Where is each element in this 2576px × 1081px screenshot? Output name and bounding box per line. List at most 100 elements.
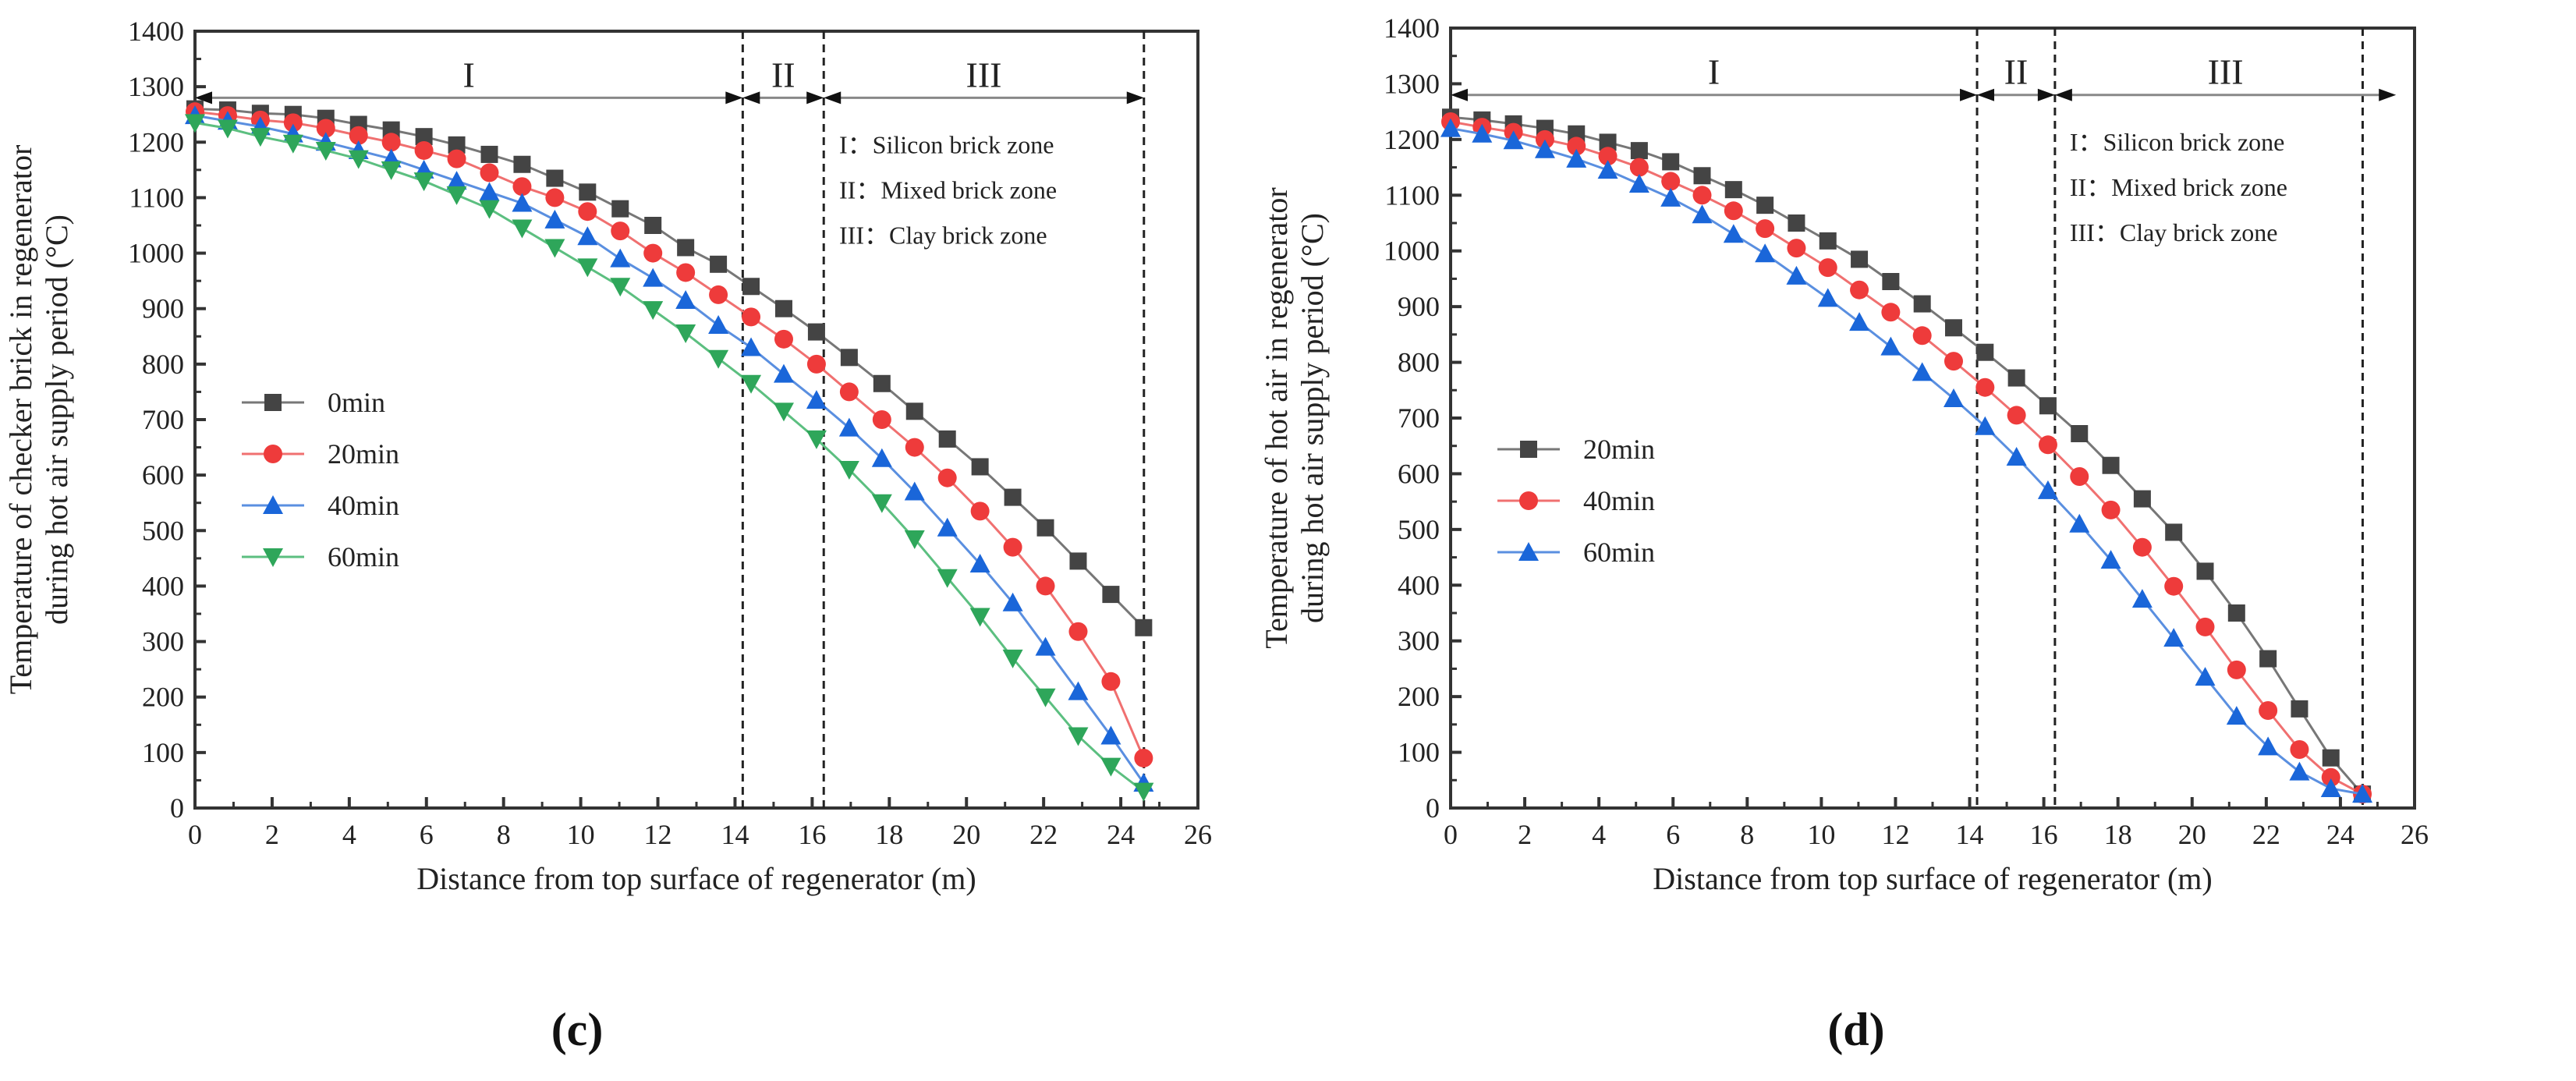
triangle-up-marker	[1755, 243, 1776, 263]
triangle-down-marker	[871, 494, 892, 513]
triangle-up-marker	[1068, 681, 1089, 700]
circle-marker	[1519, 491, 1538, 510]
triangle-up-marker	[1518, 542, 1539, 561]
circle-marker	[2070, 467, 2089, 486]
circle-marker	[1818, 258, 1837, 278]
triangle-up-marker	[1723, 224, 1744, 243]
square-marker	[2165, 523, 2183, 541]
series-60min	[185, 114, 1154, 802]
circle-marker	[1598, 147, 1618, 166]
circle-marker	[2321, 767, 2340, 787]
y-axis-title-line: Temperature of checker brick in regenera…	[3, 145, 38, 695]
square-marker	[840, 349, 858, 367]
square-marker	[2196, 562, 2214, 580]
legend-item: 60min	[242, 541, 399, 572]
triangle-down-marker	[315, 141, 336, 161]
circle-marker	[512, 177, 532, 197]
triangle-up-marker	[610, 248, 631, 268]
square-marker	[611, 200, 629, 218]
arrow-head-left-icon	[1977, 88, 1995, 101]
y-tick-label: 400	[1398, 569, 1440, 601]
triangle-down-marker	[969, 608, 990, 627]
square-marker	[710, 255, 728, 273]
triangle-down-marker	[217, 119, 238, 139]
legend-label: 0min	[328, 387, 385, 418]
y-tick-label: 800	[1398, 347, 1440, 378]
square-marker	[807, 323, 825, 341]
circle-marker	[2101, 500, 2121, 519]
triangle-down-marker	[708, 349, 729, 369]
square-marker	[2133, 490, 2151, 508]
triangle-down-marker	[937, 569, 958, 588]
series-60min	[1440, 118, 2373, 803]
legend-item: 20min	[242, 438, 399, 470]
square-marker	[448, 136, 466, 154]
y-tick-label: 1400	[1384, 12, 1440, 44]
circle-marker	[1944, 352, 1964, 371]
x-tick-label: 4	[342, 819, 356, 850]
circle-marker	[872, 410, 891, 429]
triangle-down-marker	[381, 161, 402, 180]
square-marker	[2259, 650, 2277, 668]
square-marker	[513, 155, 531, 173]
triangle-up-marker	[838, 417, 859, 437]
triangle-up-marker	[1660, 187, 1681, 207]
x-tick-label: 22	[2252, 819, 2280, 850]
square-marker	[2007, 369, 2025, 387]
circle-marker	[1912, 326, 1932, 346]
triangle-up-marker	[643, 268, 664, 287]
circle-marker	[611, 222, 630, 241]
square-marker	[938, 430, 956, 448]
circle-marker	[676, 263, 696, 282]
triangle-up-marker	[904, 481, 925, 501]
triangle-up-marker	[1100, 725, 1121, 745]
square-marker	[1135, 618, 1153, 636]
triangle-down-marker	[413, 172, 434, 192]
x-tick-label: 22	[1029, 819, 1058, 850]
circle-marker	[1881, 303, 1901, 322]
zone-label: I	[463, 55, 475, 94]
square-marker	[2227, 604, 2245, 622]
legend-item: 40min	[1497, 485, 1655, 516]
triangle-up-marker	[773, 363, 794, 383]
triangle-up-marker	[1440, 118, 1461, 137]
circle-marker	[2195, 617, 2215, 636]
circle-marker	[1101, 672, 1121, 691]
legend-item: 40min	[242, 490, 399, 521]
triangle-down-marker	[250, 128, 271, 147]
y-tick-label: 1100	[1384, 179, 1440, 211]
y-tick-label: 200	[1398, 681, 1440, 712]
triangle-down-marker	[741, 374, 762, 394]
chart-c: 0100200300400500600700800900100011001200…	[3, 16, 1212, 1055]
triangle-down-marker	[1002, 649, 1023, 668]
arrow-head-right-icon	[1960, 88, 1978, 101]
triangle-up-marker	[675, 290, 696, 310]
arrow-head-left-icon	[742, 91, 760, 105]
triangle-down-marker	[904, 530, 925, 549]
circle-marker	[2290, 740, 2309, 759]
legend-label: 20min	[328, 438, 399, 470]
y-axis-title-line: Temperature of hot air in regenerator	[1259, 187, 1294, 648]
y-tick-label: 200	[142, 682, 184, 713]
circle-marker	[1756, 219, 1775, 239]
square-marker	[1069, 552, 1087, 570]
y-tick-label: 0	[1426, 792, 1440, 824]
triangle-down-marker	[806, 430, 827, 449]
circle-marker	[970, 502, 990, 521]
x-tick-label: 20	[952, 819, 980, 850]
triangle-up-marker	[2163, 628, 2184, 647]
square-marker	[579, 183, 597, 201]
triangle-up-marker	[263, 495, 283, 514]
triangle-up-marker	[446, 171, 467, 190]
triangle-up-marker	[2037, 480, 2058, 499]
y-tick-label: 600	[1398, 458, 1440, 489]
circle-marker	[447, 149, 466, 168]
circle-marker	[480, 163, 499, 183]
triangle-up-marker	[1880, 336, 1901, 356]
y-tick-label: 500	[142, 515, 184, 546]
square-marker	[1630, 142, 1648, 160]
triangle-up-marker	[2100, 550, 2121, 569]
triangle-up-marker	[1912, 362, 1933, 381]
y-tick-label: 700	[142, 404, 184, 435]
circle-marker	[1567, 136, 1586, 156]
